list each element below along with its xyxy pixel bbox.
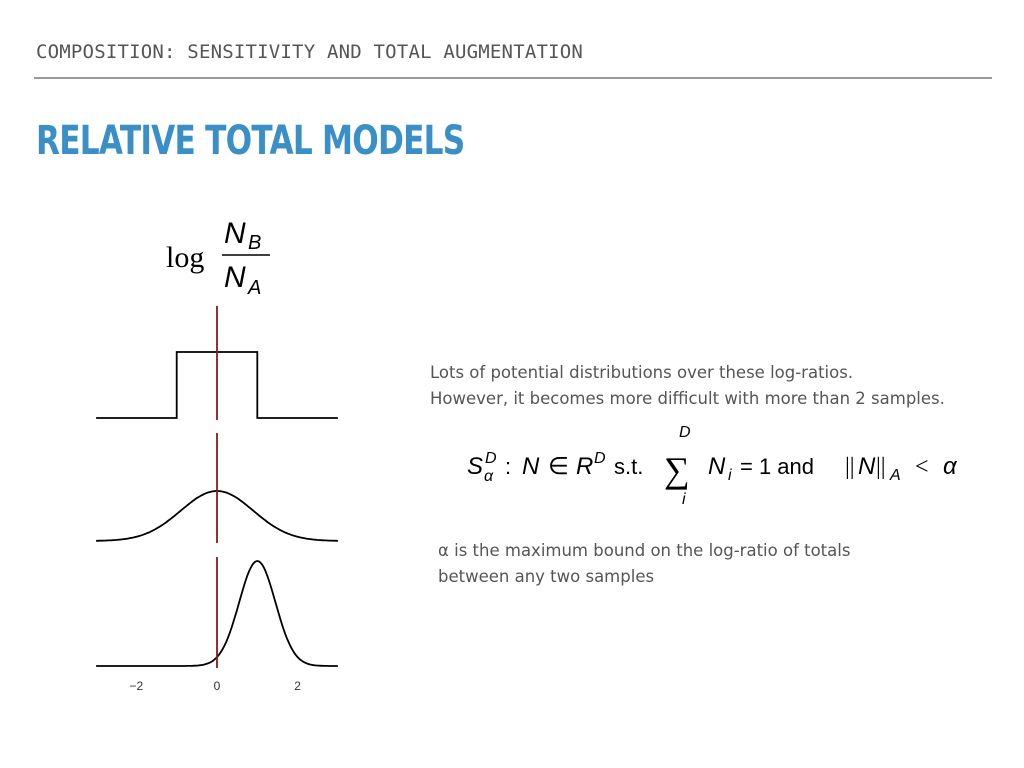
- formula-sum-symbol: ∑: [664, 450, 690, 490]
- denominator-symbol: N: [224, 261, 246, 294]
- x-tick-label: 0: [214, 679, 221, 693]
- formula-S-superscript: D: [485, 450, 497, 467]
- alpha-explanation-line-1: α is the maximum bound on the log-ratio …: [438, 541, 851, 560]
- formula-norm-subscript: A: [889, 467, 901, 484]
- slide-title: RELATIVE TOTAL MODELS: [36, 118, 465, 164]
- formula-S-subscript: α: [484, 468, 494, 485]
- formula-sum-upper: D: [679, 424, 691, 441]
- formula-norm-close: ||: [876, 454, 886, 480]
- formula-alpha: α: [943, 453, 958, 480]
- formula-equals-one-and: = 1 and: [740, 454, 814, 479]
- formula-norm-N: N: [858, 453, 876, 480]
- numerator-subscript: B: [248, 232, 261, 254]
- formula-such-that: s.t.: [614, 454, 643, 479]
- x-tick-label: 2: [294, 679, 301, 693]
- description-block-2: α is the maximum bound on the log-ratio …: [438, 538, 850, 590]
- description-line-2: However, it becomes more difficult with …: [430, 389, 945, 408]
- formula-colon: :: [505, 454, 511, 479]
- distribution-plots: −2 0 2: [96, 306, 338, 693]
- section-kicker: COMPOSITION: SENSITIVITY AND TOTAL AUGME…: [36, 41, 584, 63]
- formula-Ni: N: [708, 453, 726, 480]
- description-block-1: Lots of potential distributions over the…: [430, 360, 945, 412]
- formula-N: N: [522, 453, 540, 480]
- alpha-explanation-line-2: between any two samples: [438, 567, 655, 586]
- numerator-symbol: N: [224, 217, 246, 250]
- formula-R: R: [576, 453, 593, 480]
- formula-S: S: [467, 453, 483, 480]
- header-divider: [34, 77, 992, 79]
- formula-norm-open: ||: [845, 454, 855, 480]
- formula-sum-lower: i: [682, 491, 686, 508]
- x-tick-label: −2: [130, 679, 144, 693]
- formula-element-of: ∈: [548, 454, 569, 480]
- formula-R-superscript: D: [594, 450, 606, 467]
- log-ratio-formula: log N B N A: [166, 217, 270, 299]
- formula-less-than: <: [915, 454, 929, 480]
- description-line-1: Lots of potential distributions over the…: [430, 363, 854, 382]
- log-label: log: [166, 241, 204, 274]
- simplex-formula: S D α : N ∈ R D s.t. ∑ D i N i = 1 and |…: [467, 424, 958, 508]
- denominator-subscript: A: [247, 277, 261, 299]
- formula-Ni-subscript: i: [728, 467, 732, 484]
